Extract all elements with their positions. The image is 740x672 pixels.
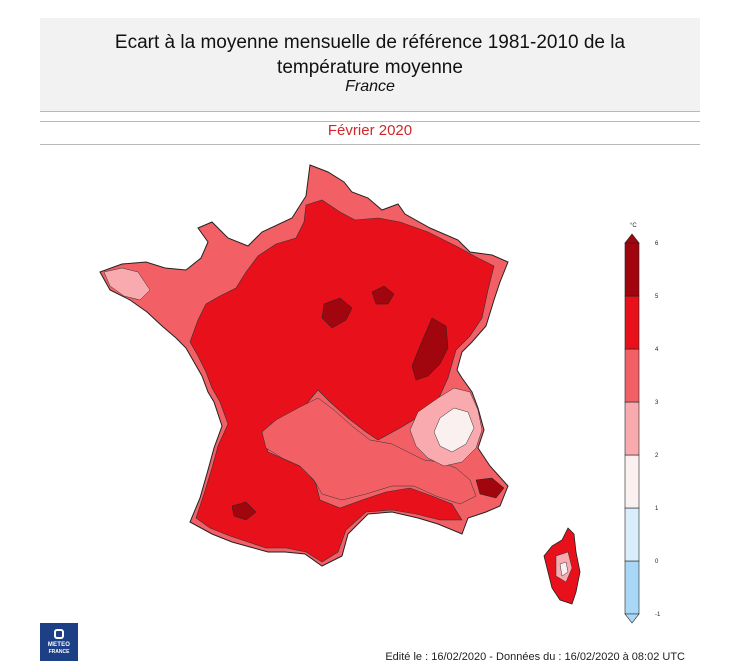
- anomaly-5-6-southwest: [231, 501, 257, 521]
- legend-tick-labels: -1 0 1 2 3 4 5 6: [655, 241, 661, 618]
- anomaly-4-5-zone: [189, 199, 495, 563]
- anomaly-3-4-brittany: [103, 267, 151, 301]
- legend-color-bar: [624, 233, 640, 624]
- legend-tick-label: -1: [655, 612, 661, 618]
- legend-bin-1: [624, 507, 640, 562]
- legend-bin-4: [624, 348, 640, 403]
- anomaly-5-6-lorraine: [371, 285, 395, 305]
- mainland-france: [99, 164, 509, 567]
- legend-tick-label: 5: [655, 294, 659, 300]
- anomaly-5-6-jura: [411, 317, 449, 381]
- legend-bin-0: [624, 560, 640, 615]
- logo-line1: METEO: [47, 642, 71, 648]
- map-subtitle: France: [345, 78, 395, 95]
- legend-bin-3: [624, 401, 640, 456]
- map-title: Ecart à la moyenne mensuelle de référenc…: [40, 30, 700, 80]
- legend-bin-6: [624, 242, 640, 297]
- meteo-france-logo: METEO FRANCE: [40, 623, 78, 661]
- meteo-france-emblem-icon: [54, 629, 64, 639]
- corsica: [543, 527, 581, 605]
- title-panel: Ecart à la moyenne mensuelle de référenc…: [40, 18, 700, 112]
- period-label: Février 2020: [327, 122, 413, 139]
- legend-bin-5: [624, 295, 640, 350]
- legend-tick-label: 0: [655, 559, 659, 565]
- anomaly-3-4-west-zone: [261, 397, 477, 505]
- legend-tick-label: 1: [655, 506, 659, 512]
- legend-bin-2: [624, 454, 640, 509]
- divider-top: [40, 121, 700, 122]
- legend-top-arrow: [624, 233, 640, 244]
- map-title-line1: Ecart à la moyenne mensuelle de référenc…: [114, 32, 626, 53]
- legend-unit: °C: [630, 223, 637, 229]
- map-title-line2: température moyenne: [277, 57, 463, 78]
- corsica-anomaly-1-2: [559, 561, 569, 577]
- anomaly-5-6-champagne: [321, 297, 353, 329]
- legend-bottom-arrow: [624, 613, 640, 624]
- legend-tick-label: 6: [655, 241, 659, 247]
- anomaly-5-6-provence: [475, 477, 505, 499]
- logo-line2: FRANCE: [48, 649, 70, 655]
- anomaly-1-2-zone: [433, 407, 475, 453]
- legend-tick-label: 2: [655, 453, 659, 459]
- legend-tick-label: 4: [655, 347, 659, 353]
- divider-bottom: [40, 144, 700, 145]
- footer-edition-info: Edité le : 16/02/2020 - Données du : 16/…: [385, 651, 685, 663]
- legend-tick-label: 3: [655, 400, 659, 406]
